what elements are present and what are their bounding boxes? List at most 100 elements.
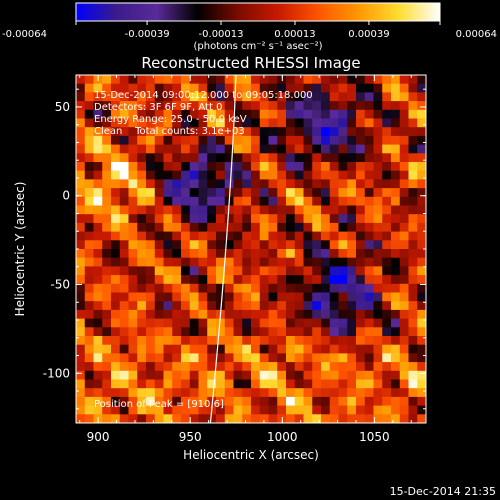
heatmap-cell (172, 396, 182, 407)
heatmap-cell (102, 275, 112, 285)
heatmap-cell (364, 75, 375, 85)
heatmap-cell (181, 396, 191, 407)
heatmap-cell (382, 405, 392, 415)
heatmap-cell (408, 222, 418, 233)
heatmap-cell (224, 162, 235, 172)
heatmap-cell (321, 214, 331, 224)
heatmap-cell (321, 344, 331, 354)
heatmap-cell (251, 379, 261, 389)
heatmap-cell (399, 318, 410, 328)
heatmap-cell (347, 92, 357, 102)
heatmap-cell (268, 231, 278, 241)
heatmap-cell (268, 249, 278, 259)
heatmap-cell (154, 327, 165, 337)
heatmap-cell (338, 205, 348, 215)
heatmap-cell (373, 188, 383, 198)
heatmap-cell (391, 214, 401, 224)
heatmap-cell (356, 327, 366, 337)
heatmap-cell (207, 170, 217, 180)
heatmap-cell (251, 188, 261, 198)
heatmap-cell (128, 170, 138, 180)
heatmap-cell (119, 257, 130, 267)
heatmap-cell (76, 257, 86, 267)
heatmap-cell (84, 292, 95, 302)
heatmap-cell (76, 362, 86, 372)
heatmap-cell (399, 388, 410, 398)
heatmap-cell (259, 222, 270, 233)
heatmap-cell (216, 292, 226, 302)
heatmap-cell (312, 414, 322, 423)
heatmap-cell (321, 170, 331, 180)
heatmap-cell (408, 101, 418, 111)
heatmap-cell (329, 179, 340, 189)
heatmap-cell (181, 135, 191, 146)
heatmap-cell (312, 353, 322, 363)
heatmap-cell (189, 396, 200, 407)
heatmap-cell (364, 144, 375, 154)
heatmap-cell (259, 275, 270, 285)
heatmap-cell (347, 318, 357, 328)
heatmap-cell (259, 370, 270, 381)
heatmap-cell (242, 301, 252, 311)
heatmap-cell (189, 249, 200, 259)
heatmap-cell (163, 301, 173, 311)
heatmap-cell (137, 240, 147, 250)
heatmap-cell (224, 396, 235, 407)
heatmap-cell (347, 162, 357, 172)
heatmap-cell (329, 240, 340, 250)
heatmap-cell (233, 309, 243, 320)
heatmap-cell (329, 231, 340, 241)
heatmap-cell (329, 118, 340, 128)
heatmap-cell (251, 327, 261, 337)
heatmap-cell (172, 379, 182, 389)
heatmap-cell (128, 353, 138, 363)
heatmap-cell (137, 92, 147, 102)
heatmap-cell (356, 257, 366, 267)
heatmap-cell (93, 301, 103, 311)
heatmap-cell (373, 275, 383, 285)
heatmap-cell (329, 101, 340, 111)
heatmap-cell (84, 92, 95, 102)
heatmap-cell (312, 362, 322, 372)
heatmap-cell (146, 344, 156, 354)
heatmap-cell (364, 188, 375, 198)
heatmap-cell (154, 405, 165, 415)
heatmap-cell (259, 196, 270, 207)
heatmap-cell (146, 162, 156, 172)
heatmap-cell (373, 327, 383, 337)
heatmap-cell (181, 179, 191, 189)
heatmap-cell (364, 240, 375, 250)
heatmap-cell (312, 379, 322, 389)
heatmap-cell (303, 275, 313, 285)
heatmap-cell (119, 362, 130, 372)
heatmap-cell (347, 327, 357, 337)
heatmap-cell (93, 205, 103, 215)
heatmap-cell (189, 362, 200, 372)
heatmap-cell (329, 336, 340, 346)
heatmap-cell (102, 283, 112, 294)
heatmap-cell (128, 118, 138, 128)
heatmap-cell (119, 370, 130, 381)
heatmap-cell (172, 214, 182, 224)
heatmap-cell (111, 283, 121, 294)
heatmap-cell (198, 196, 208, 207)
heatmap-cell (102, 75, 112, 85)
heatmap-cell (76, 318, 86, 328)
heatmap-cell (259, 144, 270, 154)
heatmap-cell (119, 153, 130, 163)
heatmap-cell (119, 222, 130, 233)
heatmap-cell (102, 127, 112, 137)
heatmap-cell (233, 292, 243, 302)
heatmap-cell (119, 292, 130, 302)
heatmap-cell (242, 249, 252, 259)
heatmap-cell (224, 118, 235, 128)
heatmap-cell (137, 362, 147, 372)
heatmap-cell (163, 292, 173, 302)
heatmap-cell (417, 170, 426, 180)
heatmap-cell (242, 414, 252, 423)
heatmap-cell (312, 188, 322, 198)
heatmap-cell (251, 266, 261, 276)
heatmap-cell (373, 396, 383, 407)
heatmap-cell (338, 196, 348, 207)
heatmap-cell (163, 327, 173, 337)
